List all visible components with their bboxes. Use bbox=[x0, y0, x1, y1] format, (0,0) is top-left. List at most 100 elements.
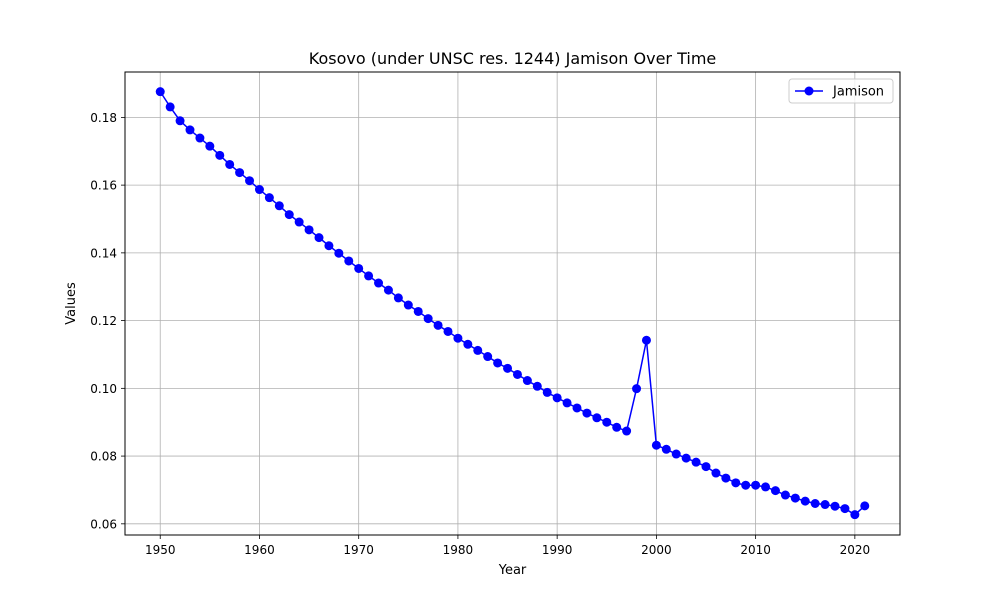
data-point bbox=[661, 444, 671, 454]
data-point bbox=[314, 233, 324, 243]
data-point bbox=[503, 363, 513, 373]
y-tick-label: 0.12 bbox=[90, 314, 117, 328]
data-point bbox=[850, 510, 860, 520]
data-point bbox=[810, 499, 820, 508]
x-tick-label: 2020 bbox=[840, 543, 871, 557]
data-point bbox=[671, 449, 681, 459]
data-point bbox=[374, 278, 384, 288]
data-point bbox=[820, 500, 830, 510]
y-tick-label: 0.18 bbox=[90, 111, 117, 125]
data-point bbox=[294, 217, 304, 227]
data-point bbox=[572, 403, 582, 413]
data-point bbox=[582, 408, 592, 418]
x-axis-ticks: 1950 1960 1970 1980 1990 2000 2010 2020 bbox=[145, 535, 870, 557]
data-point bbox=[770, 486, 780, 496]
data-point bbox=[453, 333, 463, 343]
data-point bbox=[860, 501, 870, 511]
data-point bbox=[324, 241, 334, 251]
data-point bbox=[651, 440, 661, 450]
chart-title: Kosovo (under UNSC res. 1244) Jamison Ov… bbox=[309, 49, 717, 68]
data-point bbox=[721, 473, 731, 483]
x-tick-label: 1960 bbox=[244, 543, 275, 557]
x-tick-label: 1970 bbox=[343, 543, 374, 557]
data-point bbox=[463, 339, 473, 349]
grid-lines bbox=[125, 72, 900, 535]
x-tick-label: 1980 bbox=[443, 543, 474, 557]
data-point bbox=[830, 501, 840, 511]
data-point bbox=[592, 413, 602, 423]
data-point bbox=[423, 314, 433, 324]
data-point bbox=[473, 345, 483, 355]
data-point bbox=[622, 426, 632, 436]
data-point bbox=[751, 480, 761, 490]
legend-label-jamison: Jamison bbox=[832, 85, 884, 100]
y-axis-ticks: 0.06 0.08 0.10 0.12 0.14 0.16 0.18 bbox=[90, 111, 125, 531]
data-point bbox=[552, 393, 562, 403]
x-axis-label: Year bbox=[498, 563, 527, 578]
data-point bbox=[264, 193, 274, 203]
y-tick-label: 0.14 bbox=[90, 246, 117, 260]
x-tick-label: 1950 bbox=[145, 543, 176, 557]
legend-marker-icon bbox=[804, 86, 814, 96]
x-tick-label: 1990 bbox=[542, 543, 573, 557]
data-point bbox=[165, 102, 175, 112]
data-point bbox=[245, 176, 255, 186]
data-point bbox=[393, 293, 403, 303]
legend: Jamison bbox=[788, 78, 894, 104]
data-point bbox=[155, 87, 165, 97]
data-point bbox=[641, 335, 651, 345]
x-tick-label: 2010 bbox=[740, 543, 771, 557]
data-point bbox=[225, 159, 235, 169]
data-point bbox=[195, 133, 205, 143]
data-point bbox=[731, 478, 741, 488]
data-point bbox=[413, 306, 423, 316]
data-point bbox=[790, 493, 800, 503]
data-point bbox=[512, 369, 522, 379]
data-point bbox=[284, 210, 294, 220]
y-tick-label: 0.16 bbox=[90, 179, 117, 193]
data-point bbox=[532, 381, 542, 391]
data-point bbox=[542, 387, 552, 397]
data-point bbox=[483, 352, 493, 362]
legend-box bbox=[788, 78, 894, 104]
x-tick-label: 2000 bbox=[641, 543, 672, 557]
data-point bbox=[840, 504, 850, 514]
y-tick-label: 0.06 bbox=[90, 517, 117, 531]
data-point bbox=[304, 225, 314, 235]
data-point bbox=[632, 384, 642, 394]
data-point bbox=[443, 326, 453, 336]
data-point bbox=[701, 462, 711, 472]
data-point bbox=[344, 256, 354, 266]
data-point bbox=[741, 480, 751, 490]
plot-frame bbox=[124, 71, 901, 536]
y-tick-label: 0.08 bbox=[90, 450, 117, 464]
data-point bbox=[274, 201, 284, 211]
y-axis-label: Values bbox=[64, 282, 79, 325]
data-point bbox=[354, 263, 364, 273]
data-point bbox=[215, 150, 225, 160]
data-point bbox=[235, 168, 245, 178]
data-point bbox=[383, 285, 393, 295]
data-point bbox=[761, 482, 771, 492]
data-point bbox=[433, 320, 443, 330]
y-tick-label: 0.10 bbox=[90, 382, 117, 396]
series-group bbox=[155, 87, 870, 520]
data-point bbox=[175, 116, 185, 126]
data-point bbox=[334, 248, 344, 258]
data-point bbox=[602, 417, 612, 427]
data-point bbox=[800, 496, 810, 506]
data-point bbox=[711, 468, 721, 478]
data-point bbox=[780, 490, 790, 500]
data-point bbox=[522, 376, 532, 386]
data-point bbox=[691, 457, 701, 467]
data-point bbox=[254, 185, 264, 195]
data-point bbox=[403, 300, 413, 310]
data-point bbox=[205, 141, 215, 151]
data-point bbox=[185, 125, 195, 135]
data-point bbox=[562, 398, 572, 408]
data-point bbox=[364, 271, 374, 281]
data-point bbox=[493, 358, 503, 368]
data-point bbox=[612, 422, 622, 432]
